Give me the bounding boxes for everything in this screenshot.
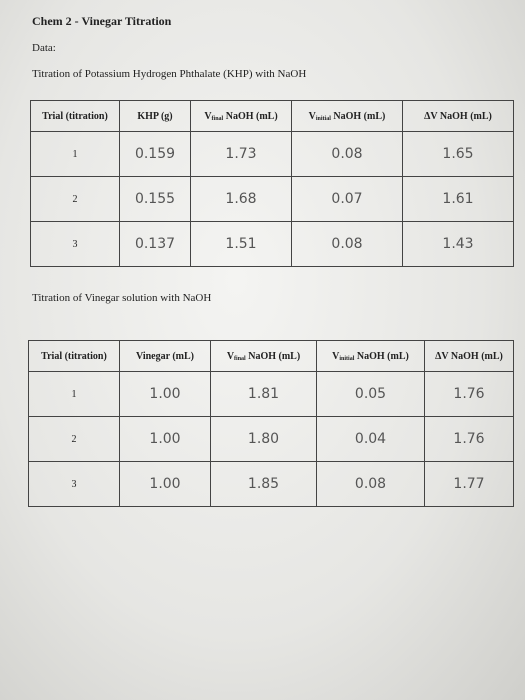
column-header: Vfinal NaOH (mL): [190, 100, 292, 132]
document-title: Chem 2 - Vinegar Titration: [32, 14, 172, 28]
header-text: NaOH (mL): [223, 110, 278, 122]
header-text: V: [226, 350, 235, 362]
value-cell: 0.05: [316, 371, 425, 417]
trial-cell: 1: [28, 371, 120, 417]
value-cell: 1.73: [190, 131, 292, 177]
header-subscript: initial: [339, 355, 355, 362]
section-title: Titration of Vinegar solution with NaOH: [32, 292, 212, 304]
header-text: Trial (titration): [42, 110, 108, 122]
header-text: ΔV NaOH (mL): [435, 350, 503, 362]
value-cell: 0.155: [119, 176, 191, 222]
header-text: V: [204, 110, 212, 122]
value-cell: 0.08: [291, 221, 403, 267]
table-row: 1 0.159 1.73 0.08 1.65: [30, 131, 514, 177]
header-subscript: initial: [315, 115, 331, 122]
header-row: Trial (titration) KHP (g) Vfinal NaOH (mL)…: [30, 100, 514, 132]
column-header: ΔV NaOH (mL): [424, 340, 514, 372]
header-text: Vinegar (mL): [135, 350, 195, 362]
table-row: 3 0.137 1.51 0.08 1.43: [30, 221, 514, 267]
table-row: 2 1.00 1.80 0.04 1.76: [28, 416, 514, 462]
trial-cell: 1: [30, 131, 120, 177]
trial-cell: 2: [28, 416, 120, 462]
value-cell: 1.00: [119, 461, 211, 507]
value-cell: 0.137: [119, 221, 191, 267]
value-cell: 0.08: [316, 461, 425, 507]
section-title: Titration of Potassium Hydrogen Phthalat…: [32, 68, 307, 80]
value-cell: 0.07: [291, 176, 403, 222]
value-cell: 1.00: [119, 371, 211, 417]
header-subscript: final: [234, 355, 246, 362]
value-cell: 1.51: [190, 221, 292, 267]
value-cell: 1.76: [424, 416, 514, 462]
table-row: 3 1.00 1.85 0.08 1.77: [28, 461, 514, 507]
data-label: Data:: [32, 42, 56, 54]
table-row: 2 0.155 1.68 0.07 1.61: [30, 176, 514, 222]
table-row: 1 1.00 1.81 0.05 1.76: [28, 371, 514, 417]
column-header: ΔV NaOH (mL): [402, 100, 514, 132]
column-header: Trial (titration): [28, 340, 120, 372]
header-row: Trial (titration) Vinegar (mL) Vfinal NaOH…: [28, 340, 514, 372]
header-text: V: [332, 350, 340, 362]
value-cell: 1.68: [190, 176, 292, 222]
value-cell: 1.43: [402, 221, 514, 267]
value-cell: 1.77: [424, 461, 514, 507]
value-cell: 1.61: [402, 176, 514, 222]
trial-cell: 3: [30, 221, 120, 267]
value-cell: 0.08: [291, 131, 403, 177]
trial-cell: 2: [30, 176, 120, 222]
header-text: Trial (titration): [41, 350, 107, 362]
value-cell: 1.65: [402, 131, 514, 177]
value-cell: 0.04: [316, 416, 425, 462]
header-subscript: final: [211, 115, 224, 122]
header-text: V: [308, 110, 316, 122]
column-header: Vinegar (mL): [119, 340, 211, 372]
header-text: NaOH (mL): [330, 110, 386, 122]
value-cell: 1.00: [119, 416, 211, 462]
value-cell: 1.85: [210, 461, 317, 507]
header-text: KHP (g): [137, 110, 173, 122]
trial-cell: 3: [28, 461, 120, 507]
value-cell: 0.159: [119, 131, 191, 177]
value-cell: 1.81: [210, 371, 317, 417]
header-text: NaOH (mL): [354, 350, 409, 362]
data-table: Trial (titration) KHP (g) Vfinal NaOH (mL)…: [30, 100, 514, 267]
header-text: ΔV NaOH (mL): [424, 110, 492, 122]
data-table: Trial (titration) Vinegar (mL) Vfinal NaOH…: [28, 340, 514, 507]
column-header: Trial (titration): [30, 100, 120, 132]
column-header: KHP (g): [119, 100, 191, 132]
header-text: NaOH (mL): [245, 350, 301, 362]
value-cell: 1.76: [424, 371, 514, 417]
column-header: Vinitial NaOH (mL): [291, 100, 403, 132]
value-cell: 1.80: [210, 416, 317, 462]
column-header: Vinitial NaOH (mL): [316, 340, 425, 372]
column-header: Vfinal NaOH (mL): [210, 340, 317, 372]
